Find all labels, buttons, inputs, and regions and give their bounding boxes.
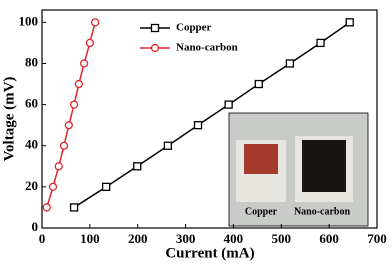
series-line bbox=[73, 21, 351, 209]
marker bbox=[54, 162, 63, 171]
marker bbox=[42, 203, 51, 212]
marker bbox=[345, 18, 354, 27]
legend-label: Copper bbox=[176, 22, 212, 34]
marker bbox=[74, 79, 83, 89]
marker bbox=[79, 59, 89, 68]
x-tick-label: 500 bbox=[272, 231, 292, 246]
marker bbox=[64, 121, 73, 130]
x-tick-label: 300 bbox=[176, 231, 196, 246]
inset-photo bbox=[228, 112, 369, 227]
y-tick-label: 0 bbox=[32, 219, 39, 234]
plot-frame bbox=[41, 9, 378, 229]
y-tick-label: 100 bbox=[19, 13, 39, 28]
x-axis-label: Current (mA) bbox=[165, 245, 254, 261]
marker bbox=[101, 182, 111, 192]
marker bbox=[133, 162, 142, 171]
y-tick-label: 40 bbox=[25, 137, 38, 152]
x-tick-label: 200 bbox=[128, 231, 148, 246]
marker bbox=[224, 100, 233, 109]
y-axis-label: Voltage (mV) bbox=[1, 77, 17, 162]
legend-marker bbox=[150, 43, 160, 53]
x-tick-label: 100 bbox=[80, 231, 100, 246]
marker bbox=[163, 141, 173, 150]
marker bbox=[69, 203, 79, 212]
marker bbox=[48, 182, 58, 192]
marker bbox=[316, 38, 325, 48]
marker bbox=[85, 38, 95, 48]
marker bbox=[285, 59, 295, 68]
carbon-plate bbox=[302, 140, 346, 192]
marker bbox=[254, 79, 263, 89]
y-tick-label: 60 bbox=[25, 96, 38, 111]
marker bbox=[90, 18, 100, 27]
inset-label: Copper bbox=[245, 206, 278, 217]
legend-marker bbox=[150, 23, 160, 33]
series-line bbox=[46, 22, 96, 208]
marker bbox=[193, 121, 203, 130]
copper-plate bbox=[244, 144, 278, 174]
x-tick-label: 400 bbox=[224, 231, 244, 246]
y-tick-label: 80 bbox=[25, 54, 38, 69]
legend-label: Nano-carbon bbox=[176, 42, 238, 54]
inset-label: Nano-carbon bbox=[294, 206, 351, 217]
y-tick-label: 20 bbox=[25, 178, 38, 193]
x-tick-label: 600 bbox=[319, 231, 339, 246]
x-tick-label: 700 bbox=[367, 231, 387, 246]
marker bbox=[59, 141, 69, 150]
marker bbox=[69, 100, 79, 109]
x-tick-label: 0 bbox=[39, 231, 46, 246]
